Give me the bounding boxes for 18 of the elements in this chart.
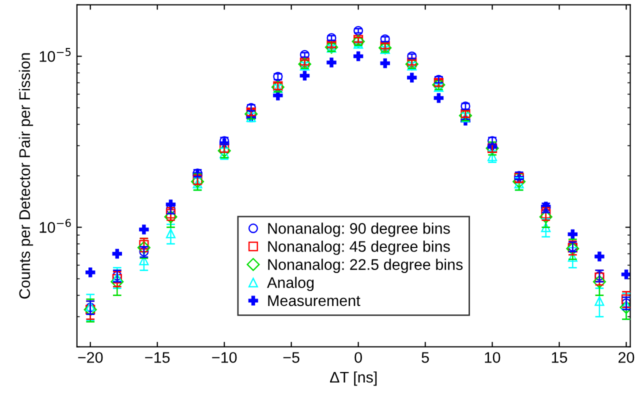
legend-label: Nonanalog: 22.5 degree bins [268, 258, 463, 273]
y-tick-label: 10$^{−6}$ [40, 218, 71, 233]
x-tick-label: −20 [78, 352, 103, 363]
x-tick-label: 15 [552, 352, 568, 363]
x-tick-label: 10 [484, 352, 500, 363]
x-tick-label: −10 [212, 352, 237, 363]
x-tick-label: 20 [618, 352, 634, 363]
x-tick-label: −5 [283, 352, 300, 363]
legend-label: Nonanalog: 90 degree bins [268, 222, 450, 237]
legend-label: Analog [267, 276, 314, 292]
y-tick-label: 10$^{−5}$ [40, 48, 71, 62]
x-tick-label: 5 [422, 352, 429, 363]
legend-label: Nonanalog: 45 degree bins [268, 240, 450, 255]
x-tick-label: −15 [145, 352, 170, 363]
x-axis-title: ΔT [ns] [330, 371, 377, 386]
legend-label: Measurement [268, 295, 360, 306]
y-axis-title: Counts per Detector Pair per Fission [18, 53, 34, 299]
x-tick-label: 0 [354, 352, 362, 363]
